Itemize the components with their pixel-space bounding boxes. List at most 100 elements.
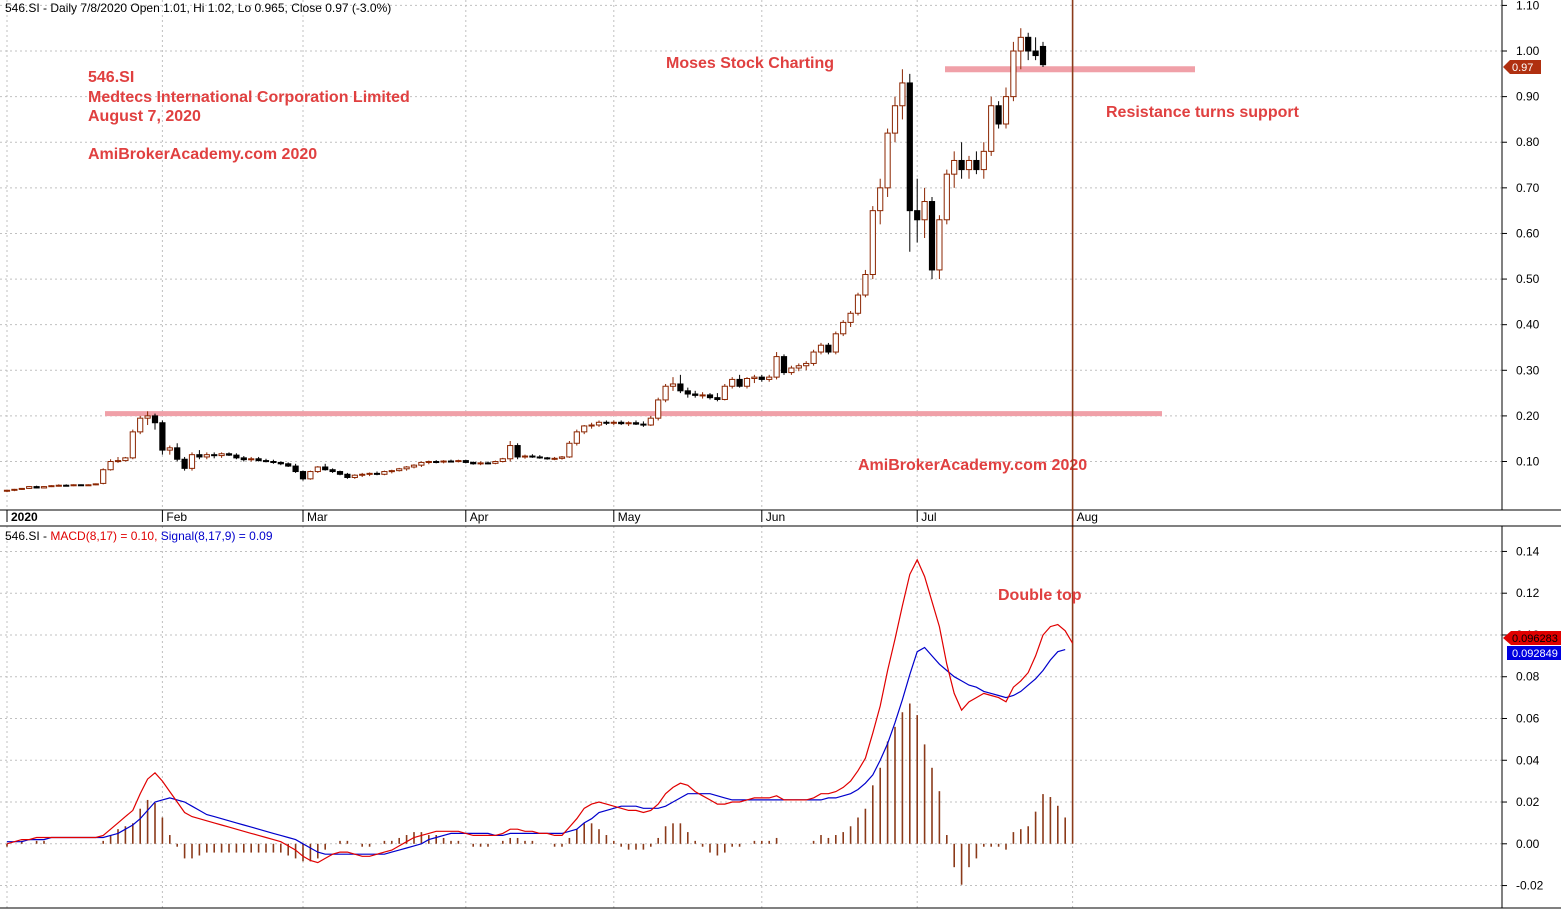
candle-body-up	[11, 488, 18, 491]
candle	[773, 352, 780, 380]
candle	[951, 151, 958, 188]
candle	[928, 196, 936, 280]
candle-body-up	[1002, 96, 1010, 125]
candle	[1010, 41, 1017, 102]
candle-body-up	[965, 159, 973, 171]
brand-annotation: Moses Stock Charting	[666, 55, 834, 72]
candle-body-up	[877, 187, 884, 212]
candle	[129, 429, 136, 460]
candle-body-up	[107, 461, 114, 471]
candle-body-up	[847, 312, 854, 323]
candle	[329, 468, 336, 473]
macd-value-label: 0.096283	[1512, 633, 1558, 645]
candle-body-up	[988, 105, 995, 152]
macd-tick-label: 0.00	[1516, 837, 1540, 851]
candle	[669, 377, 677, 391]
candle-body-up	[581, 425, 588, 433]
candle-body-up	[840, 321, 847, 335]
candle-body-down	[277, 461, 284, 465]
candle-body-up	[307, 471, 314, 480]
candle	[255, 456, 262, 462]
candle	[847, 310, 854, 327]
candle-body-up	[137, 417, 144, 433]
candle-body-up	[647, 417, 654, 426]
candle	[477, 461, 484, 466]
candle	[63, 484, 70, 487]
candle	[647, 415, 654, 426]
candle-body-down	[262, 460, 270, 463]
candle-body-up	[773, 356, 780, 378]
candle-body-up	[418, 461, 425, 466]
candle-body-up	[1017, 36, 1024, 52]
candle	[314, 466, 321, 473]
candle	[965, 155, 973, 179]
candle-body-up	[625, 422, 632, 425]
candle-body-up	[381, 471, 388, 475]
price-tick-label: 0.90	[1516, 90, 1540, 104]
candle-body-up	[817, 344, 825, 353]
candle-body-up	[18, 487, 25, 490]
candle	[388, 469, 395, 474]
candle	[151, 413, 159, 430]
candle-body-down	[181, 458, 188, 469]
macd-tick-label: 0.06	[1516, 712, 1540, 726]
candle-body-up	[388, 470, 395, 473]
macd-line	[6, 558, 1074, 864]
candle-body-up	[588, 424, 595, 427]
candle-body-down	[433, 461, 440, 464]
candle	[425, 460, 432, 465]
candle-body-up	[314, 466, 321, 473]
candle-body-up	[662, 385, 669, 401]
last-price-label: 0.97	[1512, 62, 1533, 74]
candle-body-down	[736, 378, 743, 387]
candle	[921, 187, 928, 239]
candle	[662, 383, 669, 403]
price-axis-ticks: 0.10 0.20 0.30 0.40 0.50 0.60 0.70 0.80 0.90 1.00…	[1502, 0, 1540, 469]
candle	[181, 456, 188, 471]
candle	[758, 374, 765, 382]
candle	[803, 361, 810, 371]
candle	[70, 484, 77, 487]
candle	[891, 96, 899, 143]
candle	[1017, 28, 1024, 70]
candle	[48, 485, 55, 488]
candle	[692, 390, 699, 398]
candle	[351, 474, 358, 479]
candle	[366, 472, 373, 477]
candle	[514, 443, 521, 460]
candlesticks	[3, 28, 1047, 493]
candle	[144, 411, 151, 426]
candle	[196, 450, 203, 460]
candle-body-up	[788, 367, 795, 374]
candle	[396, 467, 403, 472]
candle-body-down	[292, 465, 299, 473]
candle	[373, 471, 381, 476]
candle-body-down	[906, 82, 913, 212]
candle-body-down	[462, 460, 469, 463]
candle	[122, 456, 129, 462]
candle-body-up	[26, 486, 33, 489]
candle	[566, 440, 573, 458]
candle	[980, 142, 987, 179]
macd-tick-label: 0.12	[1516, 586, 1540, 600]
candle	[736, 374, 743, 388]
candle-body-up	[218, 453, 225, 457]
candle-body-up	[766, 376, 773, 380]
month-label: Jul	[921, 510, 936, 524]
month-label: Feb	[166, 510, 187, 524]
candle-body-up	[521, 455, 529, 458]
candle-body-up	[669, 383, 677, 387]
candle	[995, 101, 1002, 129]
candle-body-up	[943, 173, 950, 221]
candle-body-down	[299, 471, 307, 480]
candle-body-up	[359, 473, 366, 476]
candle	[3, 489, 11, 493]
candle-body-up	[573, 431, 580, 444]
macd-tick-label: -0.02	[1516, 879, 1544, 893]
candle	[810, 349, 817, 366]
candle-body-up	[699, 394, 706, 397]
candle	[899, 69, 906, 120]
candle	[292, 463, 299, 473]
candle-body-up	[55, 484, 62, 487]
company-annotation: Medtecs International Corporation Limite…	[88, 89, 410, 106]
